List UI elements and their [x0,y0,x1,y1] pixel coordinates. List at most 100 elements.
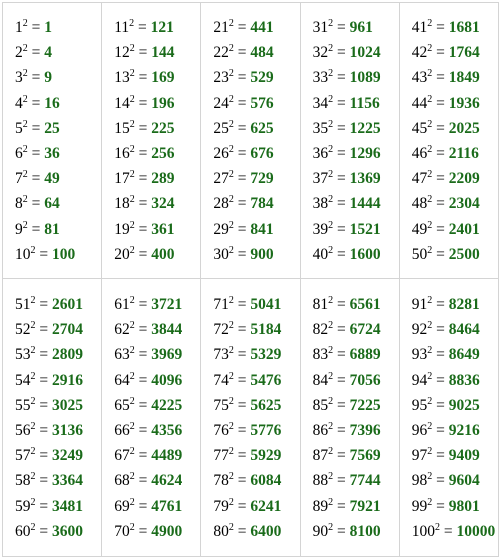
square-result: 1521 [349,220,381,238]
equals-sign: = [237,44,247,62]
equals-sign: = [436,321,445,339]
square-result: 2025 [448,119,480,137]
equals-sign: = [31,170,41,188]
table-cell: 612 = 3721 622 = 3844 632 = 3969 642 = 4096… [101,278,202,557]
square-entry: 362 = 1296 [313,141,399,166]
exponent: 2 [427,446,433,458]
equals-sign: = [39,371,49,389]
equals-sign: = [31,44,41,62]
equals-sign: = [39,396,49,414]
square-result: 9216 [448,421,480,439]
base-number: 87 [312,447,329,465]
equals-sign: = [237,119,247,137]
exponent: 2 [328,93,334,105]
square-result: 256 [151,144,175,162]
base-number: 57 [15,447,31,465]
square-result: 5041 [250,296,282,313]
exponent: 2 [228,93,234,105]
equals-sign: = [39,447,49,465]
equals-sign: = [336,245,346,263]
equals-sign: = [237,371,247,389]
square-result: 2304 [448,195,480,213]
square-result: 6724 [349,321,381,339]
exponent: 2 [30,496,36,508]
exponent: 2 [228,496,234,508]
square-entry: 1002 = 10000 [412,519,498,544]
exponent: 2 [228,295,234,306]
exponent: 2 [30,295,36,306]
base-number: 90 [312,522,329,540]
equals-sign: = [39,472,49,490]
square-result: 1225 [349,119,381,137]
base-number: 75 [213,396,229,414]
exponent: 2 [30,370,36,382]
exponent: 2 [328,471,334,483]
square-entry: 782 = 6084 [213,468,299,493]
square-entry: 882 = 7744 [313,468,399,493]
exponent: 2 [328,169,334,181]
equals-sign: = [237,321,247,339]
exponent: 2 [328,496,334,508]
exponent: 2 [228,420,234,432]
base-number: 83 [312,346,329,364]
square-entry: 342 = 1156 [313,91,399,116]
square-result: 1 [44,19,52,36]
base-number: 48 [411,195,428,213]
base-number: 96 [411,421,428,439]
exponent: 2 [129,143,135,155]
exponent: 2 [328,295,334,306]
equals-sign: = [39,245,49,263]
square-entry: 312 = 961 [313,15,399,40]
exponent: 2 [228,18,234,29]
base-number: 29 [213,220,229,238]
base-number: 28 [213,195,229,213]
equals-sign: = [237,195,247,213]
square-result: 3600 [52,522,83,540]
base-number: 7 [15,170,23,188]
base-number: 63 [114,346,130,364]
square-entry: 762 = 5776 [213,418,299,443]
square-result: 144 [151,44,175,62]
equals-sign: = [336,195,346,213]
square-result: 9025 [448,396,480,414]
base-number: 35 [312,119,329,137]
square-entry: 542 = 2916 [15,368,101,393]
base-number: 1 [15,19,23,36]
square-result: 3969 [151,346,183,364]
exponent: 2 [22,194,28,206]
equals-sign: = [336,296,346,313]
equals-sign: = [436,19,445,36]
equals-sign: = [237,296,247,313]
square-result: 4761 [151,497,183,515]
exponent: 2 [228,471,234,483]
square-entry: 112 = 121 [114,15,200,40]
square-result: 1764 [448,44,480,62]
base-number: 49 [411,220,428,238]
exponent: 2 [129,93,135,105]
equals-sign: = [336,94,346,112]
equals-sign: = [436,170,445,188]
square-entry: 282 = 784 [213,191,299,216]
equals-sign: = [336,396,346,414]
base-number: 59 [15,497,31,515]
base-number: 53 [15,346,31,364]
square-entry: 242 = 576 [213,91,299,116]
square-entry: 852 = 7225 [313,393,399,418]
square-entry: 822 = 6724 [313,317,399,342]
exponent: 2 [328,420,334,432]
square-entry: 502 = 2500 [412,242,498,267]
base-number: 55 [15,396,31,414]
equals-sign: = [436,119,445,137]
equals-sign: = [138,371,148,389]
exponent: 2 [30,320,36,332]
square-result: 6400 [250,522,282,540]
exponent: 2 [129,446,135,458]
base-number: 20 [114,245,130,263]
exponent: 2 [427,18,433,29]
square-entry: 962 = 9216 [412,418,498,443]
table-row: 12 = 1 22 = 4 32 = 9 42 = 16 52 = 25 62 = 36 7… [1,2,500,279]
exponent: 2 [22,118,28,130]
base-number: 37 [312,170,329,188]
equals-sign: = [237,396,247,414]
square-entry: 532 = 2809 [15,342,101,367]
